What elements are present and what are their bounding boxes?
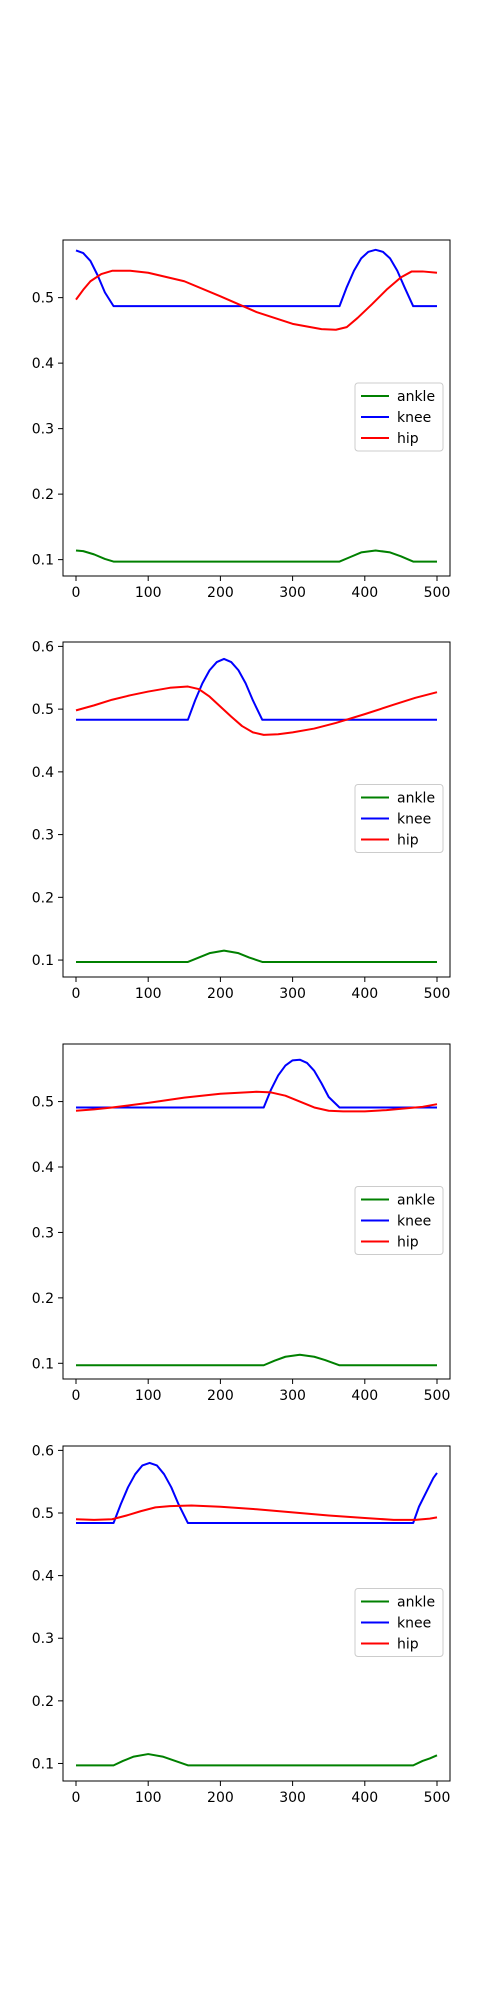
- legend-label-ankle: ankle: [397, 389, 435, 405]
- y-tick-label: 0.5: [32, 702, 54, 718]
- series-line-knee: [76, 1060, 437, 1108]
- x-tick-label: 300: [279, 585, 306, 601]
- legend-label-ankle: ankle: [397, 791, 435, 807]
- legend-label-hip: hip: [397, 1235, 419, 1251]
- y-tick-label: 0.4: [32, 765, 54, 781]
- y-tick-label: 0.5: [32, 1095, 54, 1111]
- x-tick-label: 300: [279, 986, 306, 1002]
- y-tick-label: 0.4: [32, 1160, 54, 1176]
- legend-label-knee: knee: [397, 410, 431, 426]
- x-tick-label: 100: [135, 1388, 162, 1404]
- x-tick-label: 0: [72, 585, 81, 601]
- x-tick-label: 500: [424, 1388, 451, 1404]
- series-line-hip: [76, 271, 437, 330]
- legend-label-hip: hip: [397, 1637, 419, 1653]
- y-tick-label: 0.3: [32, 828, 54, 844]
- x-tick-label: 100: [135, 585, 162, 601]
- y-tick-label: 0.2: [32, 487, 54, 503]
- x-tick-label: 400: [351, 1388, 378, 1404]
- y-tick-label: 0.3: [32, 422, 54, 438]
- y-tick-label: 0.4: [32, 1569, 54, 1585]
- series-line-hip: [76, 687, 437, 735]
- x-tick-label: 200: [207, 1790, 234, 1806]
- series-line-ankle: [76, 1754, 437, 1765]
- series-line-knee: [76, 659, 437, 720]
- y-tick-label: 0.1: [32, 1756, 54, 1772]
- legend-label-ankle: ankle: [397, 1595, 435, 1611]
- x-tick-label: 0: [72, 1388, 81, 1404]
- legend: ankle knee hip: [355, 785, 443, 853]
- x-tick-label: 100: [135, 1790, 162, 1806]
- y-tick-label: 0.4: [32, 356, 54, 372]
- x-tick-label: 200: [207, 986, 234, 1002]
- x-tick-label: 100: [135, 986, 162, 1002]
- y-tick-label: 0.6: [32, 1443, 54, 1459]
- legend-label-knee: knee: [397, 1616, 431, 1632]
- chart-panel-1: 0 100 200 300 400 500 0.1 0.2 0.3 0.4 0.5 ankle knee…: [32, 240, 451, 601]
- x-tick-label: 400: [351, 1790, 378, 1806]
- x-tick-label: 400: [351, 986, 378, 1002]
- y-tick-label: 0.1: [32, 553, 54, 569]
- series-line-knee: [76, 250, 437, 306]
- legend: ankle knee hip: [355, 383, 443, 451]
- series-line-hip: [76, 1505, 437, 1519]
- series-line-ankle: [76, 951, 437, 962]
- chart-panel-3: 0 100 200 300 400 500 0.1 0.2 0.3 0.4 0.5 ankle knee…: [32, 1044, 451, 1404]
- chart-panel-2: 0 100 200 300 400 500 0.1 0.2 0.3 0.4 0.5 0.6 ankle k…: [32, 639, 451, 1002]
- x-tick-label: 200: [207, 585, 234, 601]
- legend-label-knee: knee: [397, 812, 431, 828]
- series-line-ankle: [76, 550, 437, 561]
- legend: ankle knee hip: [355, 1187, 443, 1255]
- legend-label-hip: hip: [397, 431, 419, 447]
- y-tick-label: 0.3: [32, 1631, 54, 1647]
- y-tick-label: 0.1: [32, 1356, 54, 1372]
- x-tick-label: 400: [351, 585, 378, 601]
- x-tick-label: 500: [424, 986, 451, 1002]
- x-tick-label: 200: [207, 1388, 234, 1404]
- legend-label-knee: knee: [397, 1214, 431, 1230]
- x-tick-label: 500: [424, 1790, 451, 1806]
- x-tick-label: 300: [279, 1790, 306, 1806]
- y-tick-label: 0.2: [32, 1291, 54, 1307]
- y-tick-label: 0.5: [32, 291, 54, 307]
- y-tick-label: 0.3: [32, 1225, 54, 1241]
- y-tick-label: 0.6: [32, 639, 54, 655]
- legend: ankle knee hip: [355, 1589, 443, 1657]
- x-tick-label: 0: [72, 986, 81, 1002]
- series-line-ankle: [76, 1355, 437, 1365]
- y-tick-label: 0.2: [32, 890, 54, 906]
- x-tick-label: 0: [72, 1790, 81, 1806]
- y-tick-label: 0.2: [32, 1694, 54, 1710]
- x-tick-label: 300: [279, 1388, 306, 1404]
- y-tick-label: 0.1: [32, 953, 54, 969]
- x-tick-label: 500: [424, 585, 451, 601]
- legend-label-hip: hip: [397, 833, 419, 849]
- chart-panel-4: 0 100 200 300 400 500 0.1 0.2 0.3 0.4 0.5 0.6 ankle k…: [32, 1443, 451, 1806]
- legend-label-ankle: ankle: [397, 1193, 435, 1209]
- y-tick-label: 0.5: [32, 1506, 54, 1522]
